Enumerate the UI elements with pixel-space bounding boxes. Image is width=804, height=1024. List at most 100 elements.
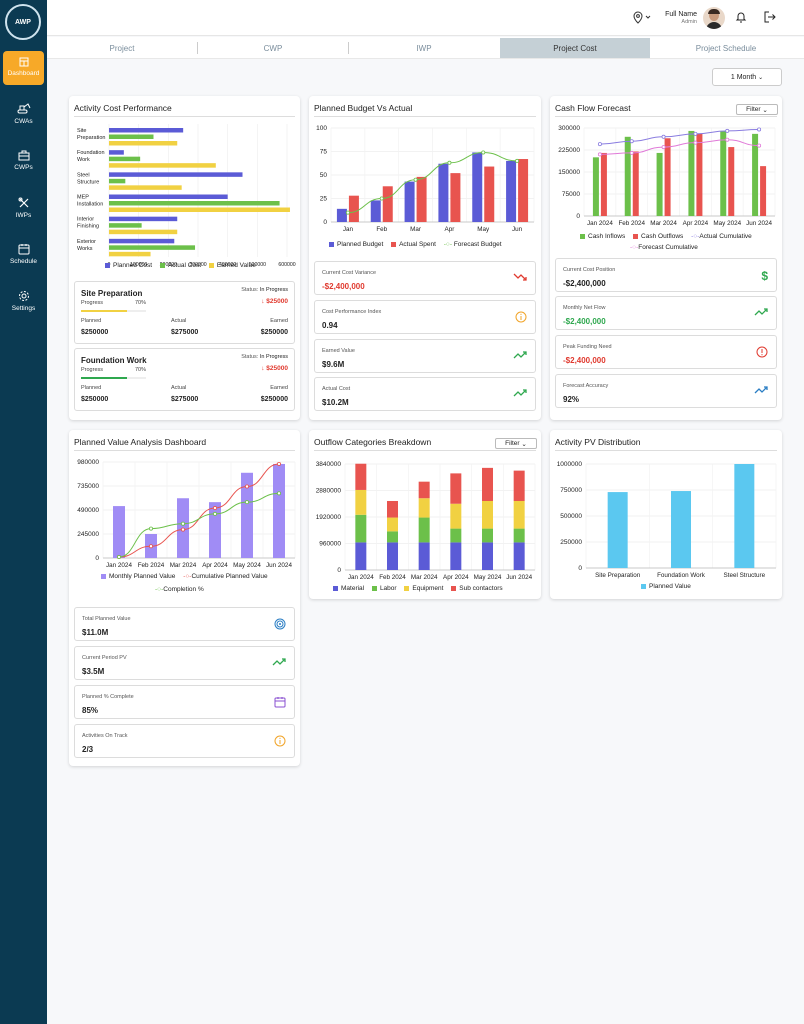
- x-tick-label: 400000: [219, 262, 236, 268]
- tab-project-cost[interactable]: Project Cost: [500, 38, 650, 58]
- bar-planned-budget: [438, 163, 449, 222]
- chart-legend: Planned Cost Actual Cost Earned Value: [99, 262, 256, 269]
- bar-cash-outflows: [664, 138, 671, 216]
- line-forecast-budget-point: [379, 196, 384, 201]
- sidebar-item-label: Settings: [11, 305, 36, 312]
- trend-up-icon: [272, 658, 286, 666]
- sidebar-item-label: CWAs: [14, 118, 33, 125]
- bar-labor: [418, 517, 430, 543]
- x-tick-label: Jun 2024: [266, 562, 292, 569]
- chart-legend: Planned Value: [635, 583, 691, 590]
- bar-equipment: [450, 503, 462, 529]
- alert-icon: [756, 346, 768, 358]
- y-tick-label: 225000: [558, 147, 580, 154]
- y-tick-label: Exterior: [77, 239, 96, 245]
- activity-variance: ↓ $25000: [261, 365, 288, 372]
- y-tick-label: 100: [316, 125, 327, 132]
- bar-earned-value: [109, 251, 151, 257]
- y-tick-label: MEP: [77, 195, 89, 201]
- x-tick-label: May 2024: [474, 574, 502, 581]
- metric-activities-on-track: Activities On Track 2/3: [74, 724, 295, 758]
- logout-icon[interactable]: [764, 11, 776, 23]
- filter-dropdown[interactable]: Filter ⌄: [736, 104, 778, 115]
- bar-earned-value: [109, 185, 182, 190]
- sidebar-item-dashboard[interactable]: Dashboard: [3, 51, 44, 85]
- metric-net-flow: Monthly Net Flow -$2,400,000: [555, 296, 777, 330]
- y-tick-label: Work: [77, 157, 90, 163]
- bar-labor: [387, 531, 398, 543]
- period-select[interactable]: 1 Month ⌄: [712, 68, 782, 86]
- tab-cwp[interactable]: CWP: [263, 43, 283, 53]
- bar-equipment: [418, 498, 430, 518]
- trend-up-icon: [513, 351, 527, 359]
- bar-actual-spent: [348, 195, 359, 222]
- trend-up-icon: [754, 386, 768, 394]
- metric-forecast-accuracy: Forecast Accuracy 92%: [555, 374, 777, 408]
- card-title: Cash Flow Forecast: [555, 103, 631, 113]
- x-tick-label: Mar 2024: [170, 562, 197, 569]
- chart-legend: Material Labor Equipment Sub contactors: [327, 585, 503, 592]
- line-forecast-cumulative-point: [725, 137, 730, 142]
- tab-project-schedule[interactable]: Project Schedule: [695, 43, 757, 53]
- metric-actual-cost: Actual Cost $10.2M: [314, 377, 536, 411]
- chevron-down-icon: ⌄: [758, 74, 764, 81]
- y-tick-label: 490000: [77, 507, 99, 514]
- y-tick-label: Finishing: [77, 224, 99, 230]
- location-pin-icon[interactable]: [632, 11, 652, 24]
- filter-dropdown[interactable]: Filter ⌄: [495, 438, 537, 449]
- line-completion-point: [149, 526, 154, 531]
- tab-project[interactable]: Project: [109, 43, 135, 53]
- bar-cash-inflows: [624, 136, 631, 216]
- tab-bar: Project CWP IWP Project Cost Project Sch…: [47, 37, 804, 59]
- x-tick-label: 600000: [278, 262, 295, 268]
- activity-cost-chart: 0100000200000300000400000500000600000Sit…: [77, 124, 296, 268]
- line-actual-cumulative-point: [629, 139, 634, 144]
- metric-planned-complete: Planned % Complete 85%: [74, 685, 295, 719]
- target-icon: [274, 618, 286, 630]
- calendar-icon: [274, 697, 286, 708]
- activity-summary-site-preparation[interactable]: Site Preparation Status: In Progress ↓ $…: [74, 281, 295, 344]
- sidebar-item-cwas[interactable]: CWAs: [0, 103, 47, 125]
- y-tick-label: 0: [576, 213, 580, 220]
- bell-icon[interactable]: [735, 11, 747, 24]
- y-tick-label: Steel: [77, 172, 90, 178]
- y-tick-label: 960000: [319, 541, 341, 548]
- bar-cash-inflows: [752, 133, 759, 216]
- budget-chart: 0 25 50 75 100 Jan Feb Mar Apr May Jun: [316, 125, 535, 233]
- bar-planned-value: [607, 492, 628, 568]
- x-tick-label: Jun 2024: [506, 574, 532, 581]
- sidebar-item-schedule[interactable]: Schedule: [0, 243, 47, 265]
- bar-labor: [482, 528, 493, 543]
- excavator-icon: [17, 103, 30, 114]
- bar-labor: [450, 528, 462, 543]
- line-completion-point: [276, 491, 281, 496]
- tab-iwp[interactable]: IWP: [416, 43, 432, 53]
- bar-actual-cost: [109, 223, 142, 228]
- card-title: Planned Value Analysis Dashboard: [74, 437, 207, 447]
- chart-legend: Monthly Planned Value -○-Cumulative Plan…: [95, 573, 268, 580]
- sidebar-item-cwps[interactable]: CWPs: [0, 150, 47, 171]
- sidebar-item-iwps[interactable]: IWPs: [0, 197, 47, 219]
- line-forecast-cumulative-point: [597, 152, 602, 157]
- line-forecast-budget-point: [481, 150, 486, 155]
- line-forecast-budget-point: [413, 177, 418, 182]
- bar-earned-value: [109, 141, 178, 146]
- bar-planned-cost: [109, 194, 228, 199]
- bar-earned-value: [109, 229, 178, 235]
- pv-distribution-chart: 0 250000 500000 750000 1000000 Site Preparati…: [557, 461, 777, 579]
- metric-earned-value: Earned Value $9.6M: [314, 339, 536, 373]
- progress-bar: [81, 377, 146, 379]
- avatar[interactable]: [703, 7, 725, 29]
- bar-planned-value: [734, 464, 755, 568]
- tools-icon: [18, 197, 28, 208]
- x-tick-label: 200000: [160, 262, 177, 268]
- app-logo[interactable]: AWP: [5, 4, 41, 40]
- y-tick-label: 0: [95, 555, 99, 562]
- sidebar-item-settings[interactable]: Settings: [0, 290, 47, 312]
- bar-earned-value: [109, 207, 290, 212]
- outflow-chart: 0 960000 1920000 2880000 3840000 Jan 2024 Feb …: [316, 461, 536, 581]
- line-cumulative-planned-value-point: [244, 484, 249, 489]
- bar-equipment: [355, 489, 367, 515]
- activity-summary-foundation-work[interactable]: Foundation Work Status: In Progress ↓ $2…: [74, 348, 295, 411]
- bar-actual-cost: [109, 201, 280, 206]
